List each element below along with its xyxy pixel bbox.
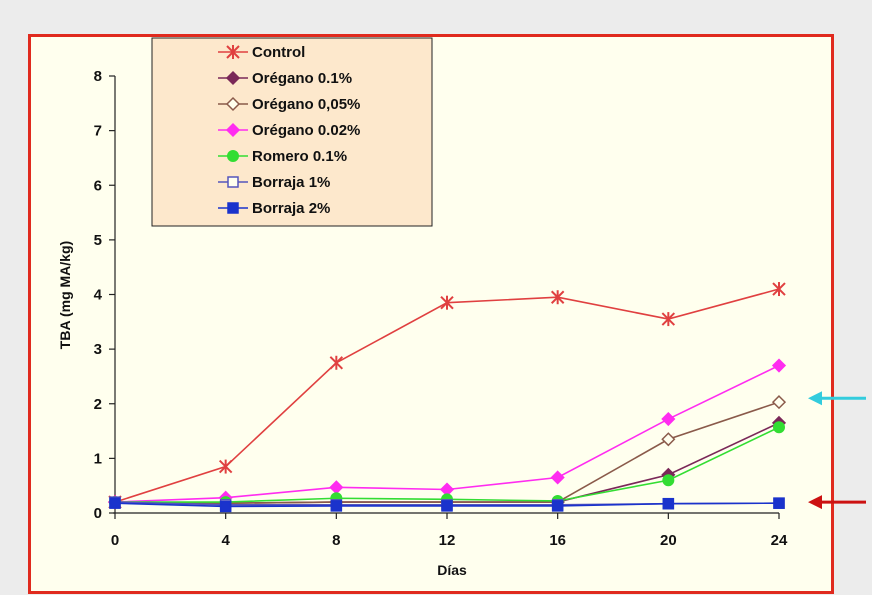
x-tick-label: 0	[111, 532, 119, 549]
legend-label: Orégano 0.1%	[252, 70, 352, 87]
legend-marker	[225, 70, 241, 86]
series-borraja-2	[109, 497, 785, 513]
legend: Control Orégano 0.1% Orégano 0,05% Orégano …	[151, 37, 433, 227]
x-tick-label: 20	[660, 532, 677, 549]
legend-label: Borraja 2%	[252, 200, 330, 217]
legend-item-or-gano-0-05: Orégano 0,05%	[218, 96, 360, 113]
x-ticks: 0 4 8 12 16 20 24	[111, 513, 788, 549]
data-point	[551, 500, 564, 512]
y-ticks: 0 1 2 3 4 5 6 7 8	[94, 68, 115, 522]
legend-item-or-gano-0-1: Orégano 0.1%	[218, 70, 352, 87]
y-tick-label: 3	[94, 341, 102, 358]
x-tick-label: 12	[439, 532, 456, 549]
legend-item-borraja-2: Borraja 2%	[218, 200, 330, 217]
y-tick-label: 8	[94, 68, 102, 85]
x-axis-title: Días	[437, 562, 467, 578]
legend-marker	[227, 202, 239, 214]
legend-label: Romero 0.1%	[252, 148, 347, 165]
y-tick-label: 0	[94, 505, 102, 522]
legend-item-control: Control	[218, 44, 305, 61]
legend-label: Orégano 0,05%	[252, 96, 360, 113]
data-point	[219, 500, 232, 513]
y-tick-label: 4	[94, 287, 103, 304]
x-tick-label: 4	[221, 532, 230, 549]
series-line-or-gano-0-02	[114, 364, 780, 503]
y-tick-label: 5	[94, 232, 102, 249]
y-tick-label: 1	[94, 450, 102, 467]
legend-label: Orégano 0.02%	[252, 122, 360, 139]
data-point	[661, 432, 676, 447]
data-point	[550, 290, 565, 305]
annotation-arrow	[808, 391, 866, 406]
data-point	[662, 497, 675, 510]
data-point	[109, 497, 121, 509]
data-point	[773, 421, 785, 434]
arrow-head	[808, 495, 822, 510]
x-tick-label: 8	[332, 532, 340, 549]
series-layer	[107, 282, 787, 513]
data-point	[772, 282, 786, 297]
x-tick-label: 16	[549, 532, 566, 549]
arrow-head	[808, 391, 822, 406]
data-point	[661, 312, 676, 327]
data-point	[329, 355, 344, 370]
data-point	[329, 480, 344, 495]
data-point	[440, 295, 454, 310]
x-tick-label: 24	[771, 532, 788, 549]
data-point	[662, 474, 675, 487]
data-point	[773, 497, 785, 509]
y-axis-title: TBA (mg MA/kg)	[57, 241, 73, 349]
y-tick-label: 6	[94, 177, 102, 194]
legend-marker	[225, 122, 241, 138]
legend-item-borraja-1: Borraja 1%	[218, 174, 330, 191]
legend-item-romero-0-1: Romero 0.1%	[218, 148, 347, 165]
legend-label: Control	[252, 44, 305, 61]
data-point	[661, 411, 676, 427]
legend-box	[151, 37, 433, 227]
legend-marker	[227, 176, 239, 188]
annotations	[808, 391, 866, 510]
data-point	[771, 358, 787, 373]
legend-marker	[227, 150, 239, 162]
data-point	[550, 470, 565, 485]
legend-item-or-gano-0-02: Orégano 0.02%	[218, 122, 360, 139]
annotation-arrow	[808, 495, 866, 510]
data-point	[330, 500, 343, 512]
data-point	[218, 459, 233, 474]
data-point	[441, 500, 453, 512]
legend-marker	[225, 96, 241, 112]
y-tick-label: 7	[94, 123, 102, 140]
legend-marker	[226, 45, 240, 59]
series-control	[108, 282, 786, 510]
legend-label: Borraja 1%	[252, 174, 330, 191]
y-tick-label: 2	[94, 396, 102, 413]
data-point	[771, 395, 787, 410]
